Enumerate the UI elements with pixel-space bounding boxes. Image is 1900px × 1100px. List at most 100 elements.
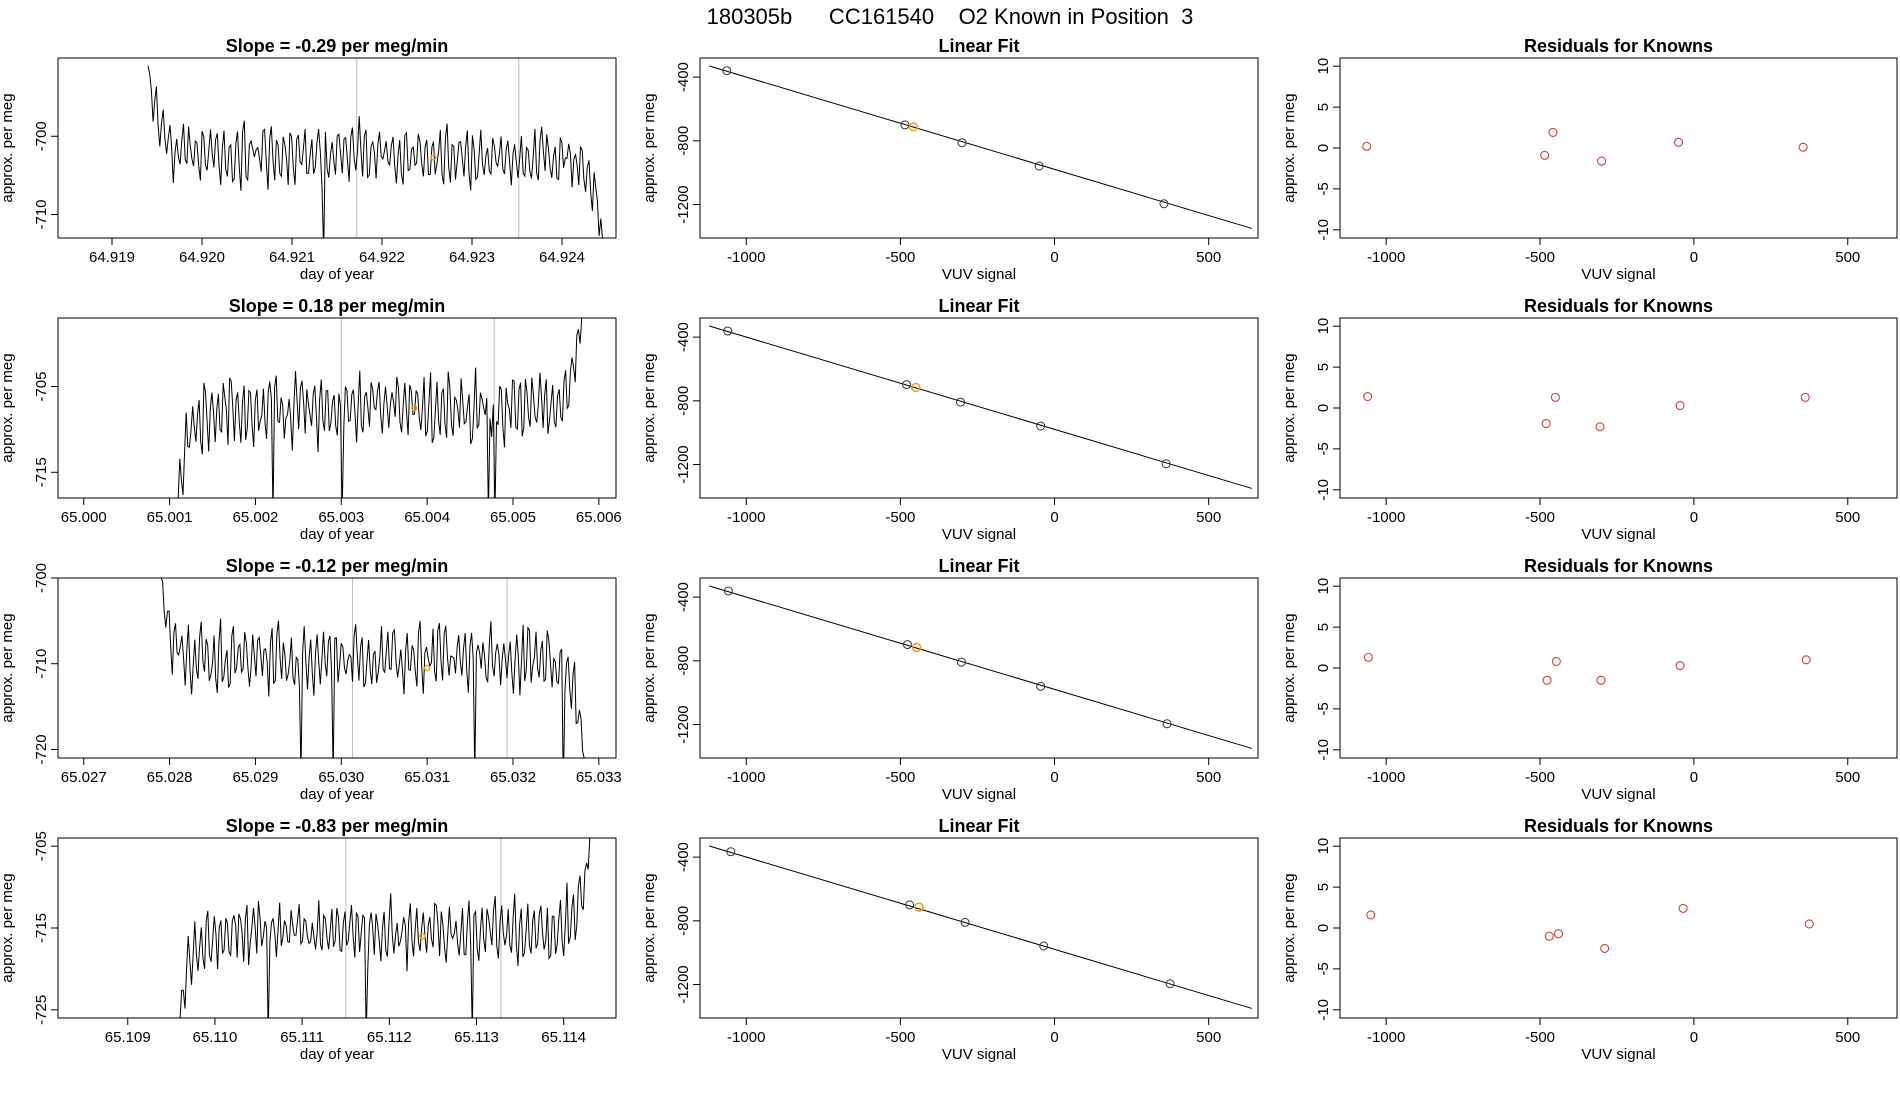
plot-frame bbox=[1339, 837, 1898, 1019]
x-tick-label: -1000 bbox=[727, 1029, 765, 1046]
linear-fit-panel-2: Linear Fit -1000 -500 0 500 VUV signal -400 -80… bbox=[641, 296, 1259, 543]
plot-frame bbox=[57, 317, 617, 499]
residual-point bbox=[1544, 931, 1554, 941]
x-axis-label: day of year bbox=[300, 266, 374, 283]
residuals-panel-1: Residuals for Knowns -1000 -500 0 500 VUV sig… bbox=[1281, 36, 1898, 283]
plot-frame bbox=[57, 577, 617, 759]
y-tick-label: -700 bbox=[33, 121, 50, 151]
x-tick-label: 65.001 bbox=[147, 509, 193, 526]
x-tick-label: 0 bbox=[1050, 1029, 1058, 1046]
residual-point bbox=[1550, 392, 1560, 402]
x-tick-label: 500 bbox=[1196, 1029, 1221, 1046]
chart-title: Slope = -0.29 per meg/min bbox=[226, 36, 449, 56]
chart-svg: Residuals for Knowns -1000 -500 0 500 VUV sig… bbox=[1281, 556, 1898, 803]
y-tick-label: -715 bbox=[33, 913, 50, 943]
data-trace bbox=[147, 65, 603, 238]
chart-title: Linear Fit bbox=[938, 816, 1019, 836]
plot-frame bbox=[699, 317, 1259, 499]
y-tick-label: -800 bbox=[675, 646, 692, 676]
x-axis-label: VUV signal bbox=[1581, 266, 1655, 283]
known-point bbox=[1039, 941, 1049, 951]
known-point bbox=[960, 917, 970, 927]
fit-line bbox=[709, 585, 1252, 749]
plot-area bbox=[1366, 903, 1814, 954]
x-tick-label: 0 bbox=[1690, 509, 1698, 526]
known-point bbox=[1161, 459, 1171, 469]
y-tick-label: 0 bbox=[1315, 664, 1332, 672]
known-point bbox=[1159, 199, 1169, 209]
residual-point bbox=[1800, 392, 1810, 402]
chart-svg: Slope = -0.29 per meg/min 64.919 64.920 64.… bbox=[0, 36, 617, 283]
y-tick-label: -5 bbox=[1315, 182, 1332, 195]
chart-title: Residuals for Knowns bbox=[1524, 36, 1713, 56]
x-axis-label: day of year bbox=[300, 786, 374, 803]
x-tick-label: 65.006 bbox=[576, 509, 622, 526]
x-tick-label: 65.031 bbox=[404, 769, 450, 786]
x-axis-label: VUV signal bbox=[942, 1046, 1016, 1063]
plot-area bbox=[709, 65, 1252, 229]
sample-marker bbox=[411, 404, 418, 412]
y-tick-label: -800 bbox=[675, 126, 692, 156]
x-tick-label: 500 bbox=[1196, 509, 1221, 526]
x-tick-label: -1000 bbox=[727, 249, 765, 266]
plot-frame bbox=[57, 837, 617, 1019]
residual-point bbox=[1678, 903, 1688, 913]
x-tick-label: -500 bbox=[885, 509, 915, 526]
y-tick-label: -710 bbox=[33, 200, 50, 230]
residual-point bbox=[1798, 142, 1808, 152]
x-tick-label: -1000 bbox=[1367, 509, 1405, 526]
y-tick-label: 5 bbox=[1315, 103, 1332, 111]
residuals-panel-4: Residuals for Knowns -1000 -500 0 500 VUV sig… bbox=[1281, 816, 1898, 1063]
x-axis-label: VUV signal bbox=[942, 266, 1016, 283]
plot-frame bbox=[1339, 317, 1898, 499]
residual-point bbox=[1542, 675, 1552, 685]
y-tick-label: -715 bbox=[33, 457, 50, 487]
plot-frame bbox=[1339, 57, 1898, 239]
x-tick-label: 0 bbox=[1050, 769, 1058, 786]
x-tick-label: 65.027 bbox=[61, 769, 107, 786]
x-tick-label: -1000 bbox=[1367, 249, 1405, 266]
x-tick-label: 65.033 bbox=[576, 769, 622, 786]
y-tick-label: 5 bbox=[1315, 363, 1332, 371]
chart-svg: Linear Fit -1000 -500 0 500 VUV signal -400 -80… bbox=[641, 556, 1259, 803]
residual-point bbox=[1597, 156, 1607, 166]
x-tick-label: 65.029 bbox=[233, 769, 279, 786]
y-tick-label: -1200 bbox=[675, 445, 692, 483]
time-series-panel-2: Slope = 0.18 per meg/min 65.000 65.001 65.0… bbox=[0, 296, 622, 543]
x-tick-label: 65.110 bbox=[193, 1029, 238, 1046]
chart-title: Slope = -0.12 per meg/min bbox=[226, 556, 449, 576]
chart-title: Linear Fit bbox=[938, 556, 1019, 576]
y-axis-label: approx. per meg bbox=[0, 613, 16, 722]
y-axis-label: approx. per meg bbox=[641, 613, 658, 722]
x-tick-label: 64.922 bbox=[359, 249, 405, 266]
x-tick-label: 0 bbox=[1050, 509, 1058, 526]
y-tick-label: 0 bbox=[1315, 924, 1332, 932]
y-tick-label: -700 bbox=[33, 563, 50, 593]
x-tick-label: 500 bbox=[1835, 769, 1860, 786]
chart-svg: Slope = -0.83 per meg/min 65.109 65.110 65.… bbox=[0, 816, 617, 1063]
y-tick-label: -5 bbox=[1315, 702, 1332, 715]
x-tick-label: 500 bbox=[1835, 249, 1860, 266]
y-tick-label: -800 bbox=[675, 386, 692, 416]
sample-point bbox=[908, 122, 919, 132]
plot-frame bbox=[1339, 577, 1898, 759]
plot-area bbox=[147, 58, 603, 238]
residual-point bbox=[1551, 656, 1561, 667]
residual-point bbox=[1596, 675, 1606, 685]
known-point bbox=[902, 640, 912, 650]
x-tick-label: 65.111 bbox=[280, 1029, 324, 1046]
chart-title: Linear Fit bbox=[938, 36, 1019, 56]
sample-point bbox=[911, 642, 922, 653]
x-tick-label: 500 bbox=[1196, 769, 1221, 786]
x-tick-label: 65.000 bbox=[61, 509, 107, 526]
y-axis-label: approx. per meg bbox=[1281, 873, 1298, 982]
plot-frame bbox=[699, 837, 1259, 1019]
x-tick-label: 64.920 bbox=[179, 249, 225, 266]
y-tick-label: 10 bbox=[1315, 578, 1332, 595]
x-tick-label: 65.113 bbox=[454, 1029, 499, 1046]
y-tick-label: -725 bbox=[33, 995, 50, 1025]
plot-area bbox=[1363, 652, 1811, 685]
chart-title: Residuals for Knowns bbox=[1524, 556, 1713, 576]
x-tick-label: 65.030 bbox=[318, 769, 364, 786]
